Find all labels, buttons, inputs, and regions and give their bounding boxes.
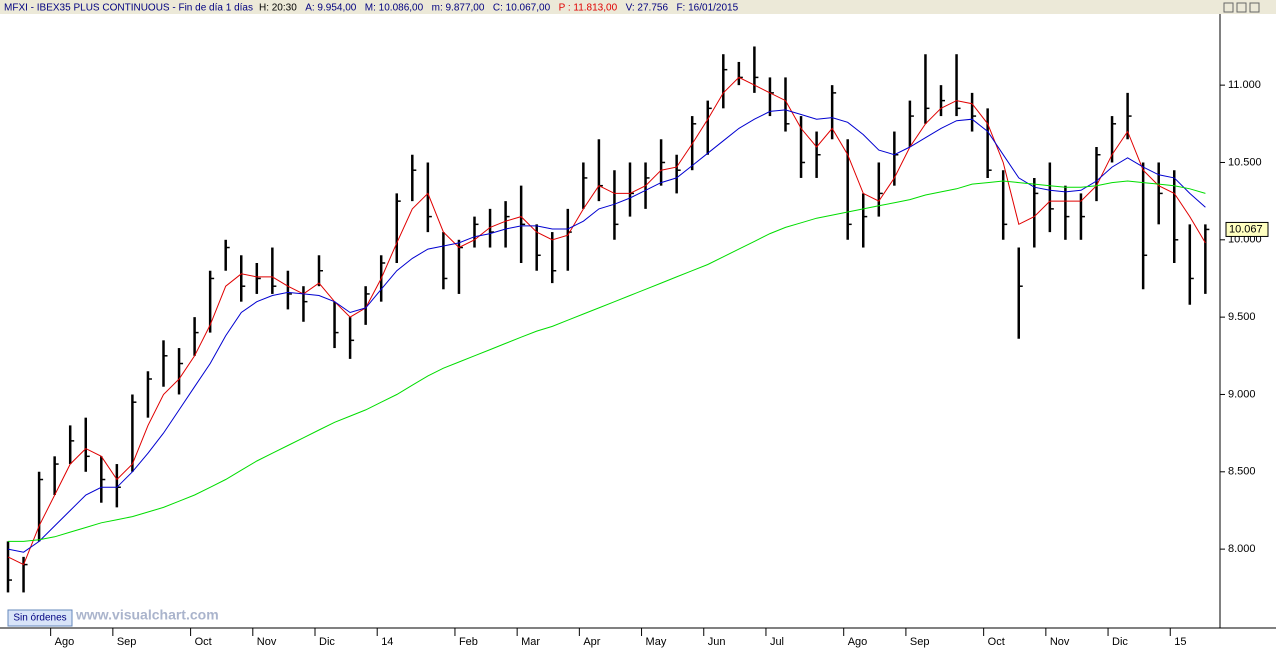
- x-tick-label: Apr: [583, 636, 600, 648]
- chart-title: MFXI - IBEX35 PLUS CONTINUOUS - Fin de d…: [4, 3, 253, 14]
- last-value-badge: [1225, 221, 1269, 237]
- x-tick-label: Ago: [55, 636, 75, 648]
- x-tick-label: Sep: [117, 636, 137, 648]
- moving-average-line: [7, 109, 1206, 553]
- x-tick-label: Nov: [257, 636, 277, 648]
- header-info: F: 16/01/2015: [676, 3, 738, 14]
- close-button[interactable]: [1249, 2, 1260, 13]
- x-tick-label: Nov: [1050, 636, 1070, 648]
- header-bar: [0, 0, 1276, 14]
- header-info: A: 9.954,00: [305, 3, 357, 14]
- header-info: m: 9.877,00: [432, 3, 485, 14]
- x-tick-label: Dic: [1112, 636, 1128, 648]
- x-tick-label: Ago: [848, 636, 868, 648]
- plot-area: [0, 14, 1220, 628]
- x-tick-label: Jul: [770, 636, 784, 648]
- header-info: P : 11.813,00: [559, 3, 618, 14]
- orders-label[interactable]: Sin órdenes: [13, 613, 66, 624]
- x-tick-label: Sep: [910, 636, 930, 648]
- x-tick-label: Mar: [521, 636, 540, 648]
- x-tick-label: 14: [381, 636, 393, 648]
- y-tick-label: 11.000: [1228, 79, 1261, 91]
- y-tick-label: 9.000: [1228, 388, 1256, 400]
- y-tick-label: 8.000: [1228, 543, 1256, 555]
- moving-average-line: [8, 180, 1206, 542]
- moving-average-line: [7, 76, 1206, 566]
- header-info: M: 10.086,00: [365, 3, 424, 14]
- x-tick-label: 15: [1174, 636, 1186, 648]
- y-tick-label: 9.500: [1228, 311, 1256, 323]
- window-buttons[interactable]: [1223, 2, 1260, 13]
- x-tick-label: Oct: [988, 636, 1005, 648]
- x-tick-label: Oct: [195, 636, 212, 648]
- maximize-button[interactable]: [1236, 2, 1247, 13]
- y-tick-label: 8.500: [1228, 466, 1256, 478]
- y-tick-label: 10.500: [1228, 156, 1262, 168]
- last-value-label: 10.067: [1229, 223, 1263, 235]
- x-tick-label: Jun: [708, 636, 726, 648]
- x-tick-label: Feb: [459, 636, 478, 648]
- header-info: C: 10.067,00: [493, 3, 551, 14]
- watermark: www.visualchart.com: [75, 607, 219, 623]
- minimize-button[interactable]: [1223, 2, 1234, 13]
- header-info: H: 20:30: [259, 3, 297, 14]
- x-tick-label: May: [646, 636, 667, 648]
- header-info: V: 27.756: [626, 3, 669, 14]
- orders-button[interactable]: [7, 609, 73, 627]
- x-tick-label: Dic: [319, 636, 335, 648]
